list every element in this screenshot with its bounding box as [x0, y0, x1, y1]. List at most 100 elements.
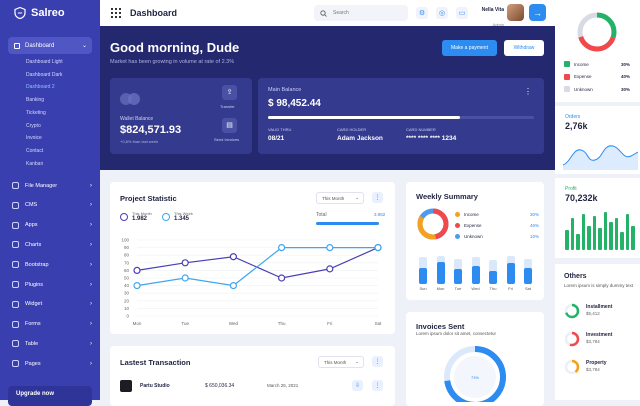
sidebar-item[interactable]: Apps › [12, 221, 92, 229]
arrow-right-icon[interactable]: → [529, 4, 546, 21]
bar-label: Thu [489, 286, 497, 291]
sidebar-subitem[interactable]: Banking [26, 97, 45, 104]
bar-dark [454, 269, 462, 284]
transfer-icon: ⇪ [226, 89, 233, 96]
legend-item: Expense 46% [455, 223, 539, 228]
sidebar-item[interactable]: Widget › [12, 300, 92, 308]
sidebar-subitem[interactable]: Kanban [26, 160, 44, 167]
wallet-amount: $824,571.93 [120, 124, 182, 136]
weekly-summary-panel: Weekly Summary Income 30% Expense 46% Unknow… [406, 182, 544, 300]
chevron-right-icon: › [90, 222, 92, 229]
profit-value: 70,232k [565, 193, 598, 203]
progress-ring-icon [564, 359, 580, 375]
sidebar-item-label: Widget [25, 301, 43, 308]
sidebar-item[interactable]: Table › [12, 340, 92, 348]
make-payment-button[interactable]: Make a payment [442, 40, 497, 56]
message-icon[interactable]: ▭ [456, 7, 468, 19]
x-tick-label: Sat [375, 321, 383, 326]
profit-bar [609, 222, 613, 250]
main-balance-label: Main Balance [268, 87, 302, 93]
transfer-label: Transfer [220, 104, 235, 109]
notification-icon[interactable]: ◎ [436, 7, 448, 19]
chevron-right-icon: › [90, 360, 92, 367]
profit-label: Profit [565, 186, 577, 192]
table-icon [12, 340, 19, 348]
download-icon[interactable]: ⇩ [352, 380, 363, 391]
panel-title: Invoices Sent [416, 322, 465, 331]
more-icon[interactable]: ⋮ [524, 87, 532, 96]
chevron-down-icon: ⌄ [355, 195, 359, 200]
user-name: Nella Vita [481, 7, 504, 13]
legend-item: Income 30% [564, 61, 630, 67]
y-tick-label: 20 [124, 298, 130, 303]
main-balance-amount: $ 98,452.44 [268, 98, 321, 109]
bar-label: Sat [524, 286, 531, 291]
avatar[interactable] [507, 4, 524, 21]
upgrade-banner[interactable]: Upgrade now [8, 386, 92, 406]
sidebar-item[interactable]: CMS › [12, 201, 92, 209]
more-icon[interactable]: ⋮ [372, 192, 383, 203]
form-icon [12, 320, 19, 328]
chart-icon [12, 241, 19, 249]
transfer-button[interactable]: ⇪ [222, 85, 237, 100]
filter-select[interactable]: This Month ⌄ [318, 356, 364, 368]
send-invoices-button[interactable]: ▤ [222, 118, 237, 133]
sidebar-subitem[interactable]: Dashboard Dark [26, 71, 63, 78]
wallet-change: +0,8% than last week [120, 139, 159, 144]
sidebar-subitem[interactable]: Crypto [26, 122, 41, 129]
sidebar-item[interactable]: Charts › [12, 241, 92, 249]
total-bar [316, 222, 379, 225]
panel-title: Project Statistic [120, 194, 177, 203]
profit-bar [620, 232, 624, 250]
more-icon[interactable]: ⋮ [372, 380, 383, 391]
search-input[interactable]: Search [314, 5, 408, 21]
bar-label: Tue [454, 286, 462, 291]
sidebar-subitem[interactable]: Dashboard Light [26, 59, 63, 65]
legend-item: Unknown 30% [564, 86, 630, 92]
legend-this-month: This Month 1.982 [120, 211, 152, 222]
sidebar-item-dashboard[interactable]: Dashboard ⌄ [8, 37, 92, 54]
sidebar-item[interactable]: Bootstrap › [12, 261, 92, 269]
hero-banner: Good morning, Dude Market has been growi… [100, 26, 555, 170]
bar-label: Fri [508, 286, 513, 291]
balance-progress [268, 116, 534, 119]
sidebar-item[interactable]: Pages › [12, 360, 92, 368]
invoice-icon: ▤ [226, 122, 233, 129]
y-tick-label: 80 [124, 253, 130, 258]
others-item[interactable]: Investment $3,784 [564, 330, 634, 350]
sidebar-subitem[interactable]: Ticketing [26, 109, 46, 116]
more-icon[interactable]: ⋮ [372, 356, 383, 367]
profit-bar-chart [565, 210, 635, 250]
sidebar-item[interactable]: File Manager › [12, 182, 92, 189]
widget-icon [12, 300, 19, 308]
sidebar-subitem[interactable]: Dashboard 2 [26, 84, 55, 91]
sidebar-item[interactable]: Plugins › [12, 281, 92, 288]
gauge-value: 73% [471, 375, 479, 380]
others-item[interactable]: Installment $5,412 [564, 302, 634, 322]
chevron-right-icon: › [90, 340, 92, 347]
data-point [181, 259, 189, 267]
settings-icon[interactable]: ⚙ [416, 7, 428, 19]
total-value: 3.982 [374, 212, 386, 217]
profit-bar [570, 218, 575, 250]
others-item[interactable]: Property $3,784 [564, 358, 634, 378]
sidebar-item-label: File Manager [25, 182, 58, 189]
filter-select[interactable]: This Month ⌄ [316, 192, 364, 204]
user-role: Admin [492, 22, 504, 27]
user-info[interactable]: Nella Vita Admin [478, 7, 504, 31]
progress-ring-icon [564, 303, 580, 319]
search-placeholder: Search [333, 10, 349, 16]
number-label: CARD NUMBER [406, 127, 436, 132]
data-point [278, 274, 286, 282]
pages-icon [12, 360, 19, 368]
withdraw-button[interactable]: Withdraw [504, 40, 544, 56]
sidebar-subitem[interactable]: Invoice [26, 135, 42, 142]
y-tick-label: 100 [121, 238, 129, 243]
brand-logo[interactable]: Salreo [14, 7, 65, 19]
apps-grid-icon[interactable] [111, 8, 121, 18]
y-tick-label: 10 [124, 306, 130, 311]
sidebar-item-label: Pages [25, 360, 41, 367]
sidebar-subitem[interactable]: Contact [26, 147, 44, 154]
sidebar-item[interactable]: Forms › [12, 320, 92, 328]
table-row[interactable]: Partu Studio $ 650,036.34 March 25, 2021… [120, 380, 385, 396]
